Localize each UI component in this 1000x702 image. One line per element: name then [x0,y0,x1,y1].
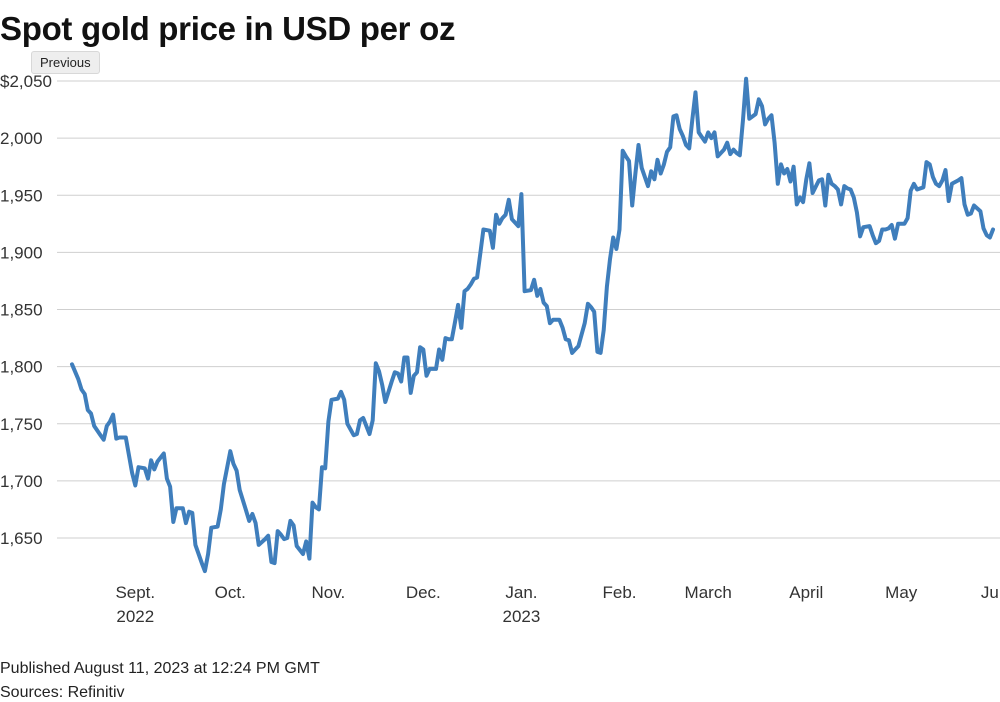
y-tick-label: 2,000 [0,129,43,148]
published-note: Published August 11, 2023 at 12:24 PM GM… [0,660,320,677]
y-axis-tick-labels: $2,050 2,000 1,950 1,900 1,850 1,800 1,750 1,70… [0,72,52,548]
y-tick-label: 1,800 [0,358,43,377]
y-tick-label: 1,750 [0,415,43,434]
y-tick-label: $2,050 [0,72,52,91]
x-axis-tick-labels: Sept. 2022 Oct. Nov. Dec. Jan. 2023 Feb. March Ap… [115,583,1000,626]
x-tick-label: May [885,583,918,602]
series-layer [70,76,995,574]
x-tick-label: Dec. [406,583,441,602]
x-tick-year-label: 2022 [116,607,154,626]
gridlines [57,80,1000,539]
x-tick-label: Sept. [115,583,155,602]
y-tick-label: 1,850 [0,301,43,320]
x-tick-label: Jan. [505,583,537,602]
chart-title: Spot gold price in USD per oz [0,10,456,47]
sources-note: Sources: Refinitiv [0,684,125,701]
x-tick-label: March [685,583,732,602]
x-tick-label: Nov. [312,583,346,602]
x-tick-label: April [789,583,823,602]
x-tick-label: Oct. [215,583,246,602]
series-line-gold-price [70,76,995,574]
x-tick-label: June [981,583,1000,602]
y-tick-label: 1,650 [0,529,43,548]
y-tick-label: 1,700 [0,472,43,491]
previous-tooltip[interactable]: Previous [31,51,100,74]
x-tick-label: Feb. [603,583,637,602]
y-tick-label: 1,950 [0,186,43,205]
y-tick-label: 1,900 [0,243,43,262]
x-tick-year-label: 2023 [503,607,541,626]
